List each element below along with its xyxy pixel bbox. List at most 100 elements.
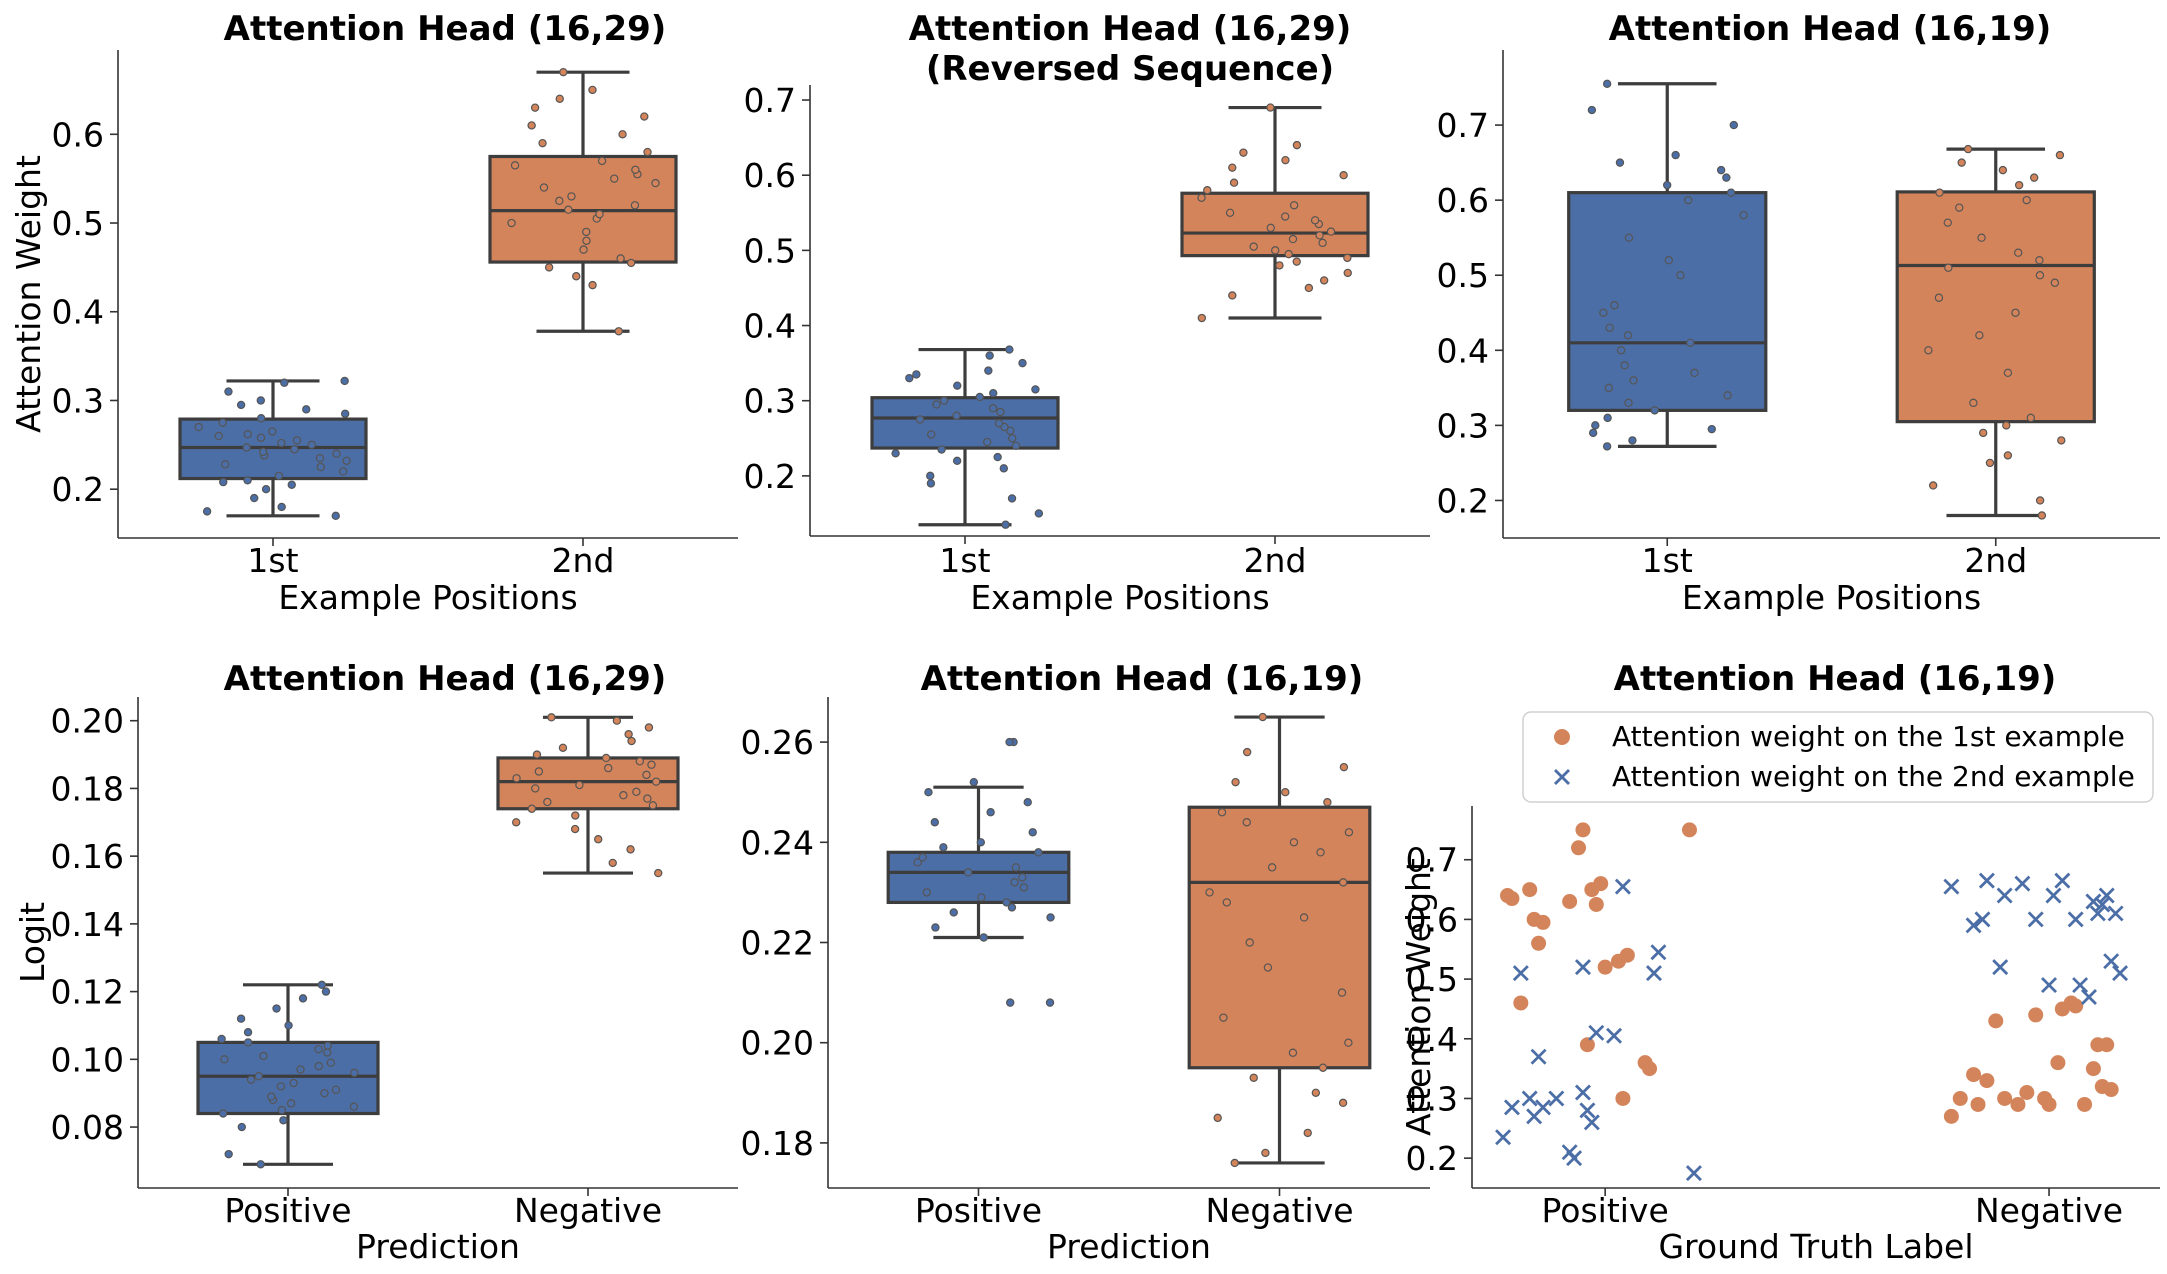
- data-point: [1289, 838, 1299, 847]
- box-body: [886, 850, 1071, 905]
- scatter-point-2nd: [2085, 893, 2102, 910]
- y-tick-label: 0.2: [744, 457, 796, 496]
- chart-title: Attention Head (16,19): [1614, 659, 2057, 699]
- data-point: [256, 396, 266, 405]
- scatter-point-1st: [1988, 1013, 2004, 1029]
- y-tick-label: 0.7: [744, 81, 796, 120]
- data-point: [1934, 293, 1944, 302]
- data-point: [507, 218, 516, 228]
- x-marker-stroke: [2072, 977, 2089, 994]
- chart-title: Attention Head (16,29): [224, 659, 667, 699]
- scatter-point-2nd: [1503, 1099, 1520, 1116]
- y-tick-label: 0.20: [51, 702, 124, 741]
- data-point: [1615, 158, 1625, 167]
- data-point: [996, 407, 1005, 417]
- scatter-point-1st: [1642, 1061, 1658, 1077]
- data-point: [979, 933, 988, 942]
- y-tick-label: 0.7: [1437, 106, 1489, 145]
- data-point: [651, 178, 660, 188]
- x-tick-label: 1st: [247, 541, 298, 580]
- x-marker-stroke: [1614, 878, 1631, 895]
- data-point: [1664, 256, 1674, 265]
- data-point: [1624, 398, 1633, 408]
- x-marker-stroke: [1512, 965, 1529, 982]
- data-point: [1228, 163, 1237, 172]
- data-point: [1943, 218, 1952, 227]
- scatter-point-2nd: [1535, 1099, 1552, 1116]
- data-point: [1318, 238, 1327, 248]
- scatter-point-2nd: [2107, 905, 2124, 922]
- x-marker-stroke: [1650, 944, 1667, 961]
- data-point: [918, 853, 927, 862]
- data-point: [1213, 1113, 1222, 1123]
- data-point: [1006, 998, 1015, 1007]
- data-point: [1650, 406, 1659, 415]
- data-point: [651, 777, 661, 786]
- data-point: [217, 1034, 226, 1044]
- data-point: [254, 1072, 263, 1081]
- data-point: [1963, 144, 1973, 154]
- data-point: [194, 422, 203, 432]
- data-point: [280, 378, 289, 387]
- data-point: [985, 351, 994, 360]
- data-point: [964, 868, 973, 877]
- x-tick-label: 1st: [939, 541, 990, 580]
- data-point: [1998, 165, 2008, 175]
- data-point: [640, 112, 649, 121]
- y-tick-label: 0.4: [52, 293, 104, 332]
- data-point: [601, 753, 611, 763]
- scatter-point-1st: [2077, 1096, 2093, 1112]
- data-point: [905, 373, 914, 383]
- data-point: [618, 130, 627, 139]
- data-point: [626, 258, 636, 268]
- data-point: [635, 757, 645, 766]
- data-point: [1266, 103, 1275, 112]
- data-point: [564, 205, 573, 214]
- data-point: [643, 794, 652, 803]
- scatter-point-2nd: [1614, 878, 1631, 895]
- data-point: [279, 1116, 288, 1125]
- x-axis-label: Example Positions: [278, 578, 577, 617]
- data-point: [582, 236, 591, 245]
- data-point: [531, 784, 540, 793]
- data-point: [1686, 338, 1695, 347]
- data-point: [939, 396, 949, 405]
- data-point: [287, 480, 296, 489]
- scatter-point-2nd: [1974, 911, 1991, 928]
- x-marker-stroke: [2103, 953, 2120, 970]
- scatter-point-2nd: [1512, 965, 1529, 982]
- data-point: [2003, 451, 2013, 460]
- data-point: [1629, 376, 1638, 385]
- data-point: [922, 888, 931, 897]
- data-point: [286, 1099, 296, 1108]
- data-point: [1258, 712, 1267, 722]
- scatter-point-1st: [1597, 959, 1613, 975]
- data-point: [236, 400, 246, 410]
- data-point: [588, 280, 597, 290]
- legend-marker-2nd: [1554, 769, 1570, 785]
- x-marker-stroke: [2067, 911, 2084, 928]
- data-point: [284, 1021, 293, 1030]
- data-point: [256, 1160, 265, 1169]
- y-tick-label: 0.26: [741, 723, 814, 762]
- data-point: [323, 1041, 332, 1050]
- data-point: [1344, 828, 1354, 837]
- x-marker-stroke: [1965, 917, 1982, 934]
- data-point: [939, 843, 948, 852]
- data-point: [1620, 361, 1629, 370]
- data-point: [1310, 216, 1320, 225]
- scatter-point-1st: [1966, 1067, 1982, 1083]
- data-point: [999, 464, 1009, 473]
- data-point: [338, 467, 348, 476]
- data-point: [1683, 195, 1693, 205]
- data-point: [547, 713, 556, 722]
- data-point: [2011, 308, 2020, 317]
- box-body: [1180, 191, 1370, 258]
- data-point: [243, 429, 252, 439]
- x-tick-label: Positive: [1542, 1191, 1669, 1230]
- data-point: [1289, 201, 1299, 210]
- data-point: [1242, 818, 1251, 827]
- data-point: [1284, 249, 1293, 259]
- data-point: [1616, 346, 1626, 355]
- data-point: [1676, 271, 1685, 280]
